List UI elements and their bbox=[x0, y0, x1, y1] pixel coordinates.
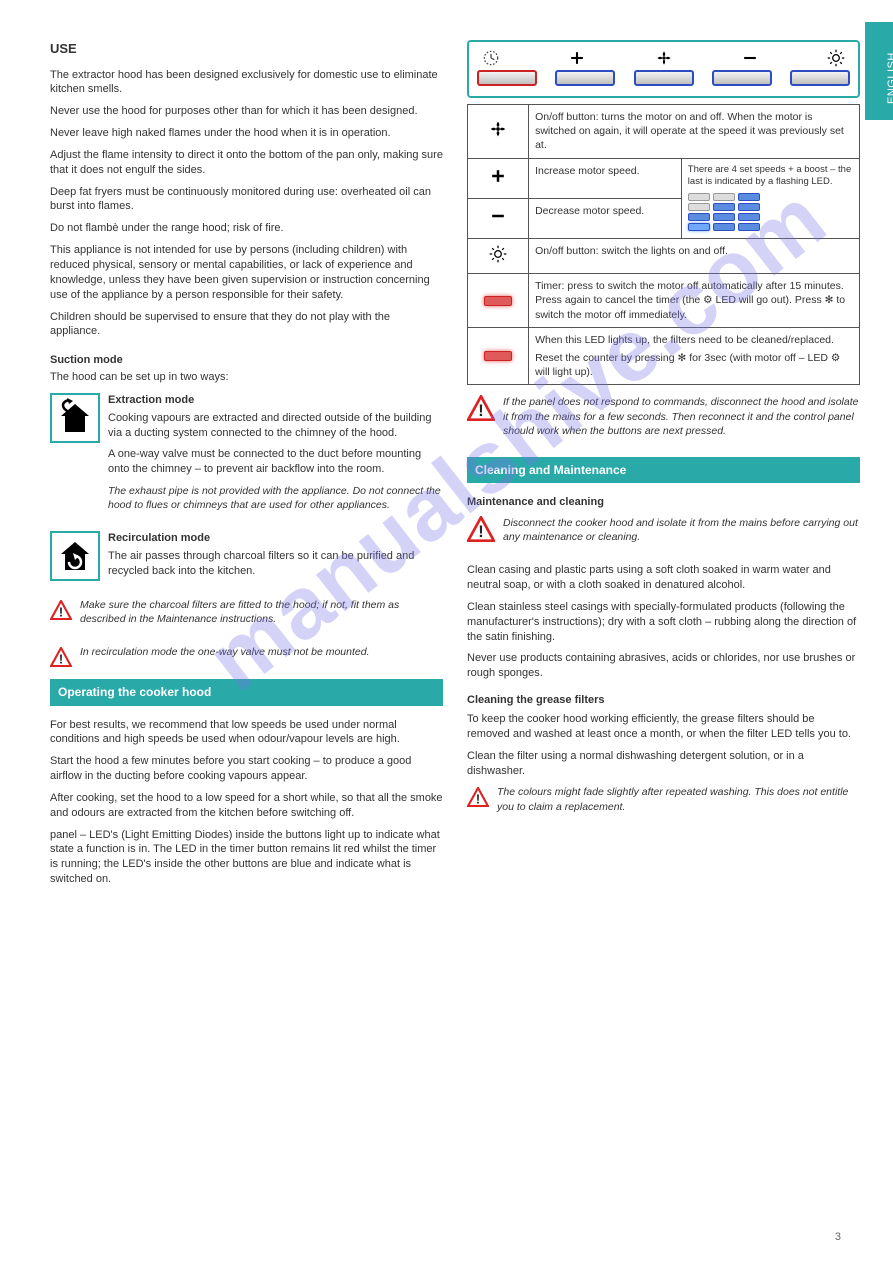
light-icon bbox=[826, 48, 846, 68]
svg-text:!: ! bbox=[478, 403, 483, 421]
svg-text:!: ! bbox=[59, 652, 63, 667]
led-note: panel – LED's (Light Emitting Diodes) in… bbox=[50, 828, 443, 887]
use-p3: Never leave high naked flames under the … bbox=[50, 126, 443, 141]
clean-p1: Clean casing and plastic parts using a s… bbox=[467, 563, 860, 593]
recirc-icon-box bbox=[50, 531, 100, 581]
row-fan-text: On/off button: turns the motor on and of… bbox=[529, 105, 860, 159]
use-p8: Children should be supervised to ensure … bbox=[50, 310, 443, 340]
warning-icon: ! bbox=[467, 516, 495, 542]
op-p3: After cooking, set the hood to a low spe… bbox=[50, 791, 443, 821]
extraction-title: Extraction mode bbox=[108, 393, 443, 408]
warning-icon: ! bbox=[50, 647, 72, 667]
plus-icon bbox=[567, 48, 587, 68]
cleaning-heading: Cleaning and Maintenance bbox=[467, 457, 860, 483]
extraction-p2: A one-way valve must be connected to the… bbox=[108, 447, 443, 477]
row-plus-a: Increase motor speed. bbox=[529, 158, 682, 198]
fan-icon bbox=[487, 118, 509, 140]
fan-icon bbox=[654, 48, 674, 68]
warn3: If the panel does not respond to command… bbox=[503, 395, 860, 438]
row-light-text: On/off button: switch the lights on and … bbox=[529, 239, 860, 274]
clean-p2: Clean stainless steel casings with speci… bbox=[467, 600, 860, 645]
extraction-warn: The exhaust pipe is not provided with th… bbox=[108, 484, 443, 512]
recirc-title: Recirculation mode bbox=[108, 531, 443, 546]
minus-icon bbox=[488, 206, 508, 226]
panel-btn-plus bbox=[555, 70, 615, 86]
clean-p3: Never use products containing abrasives,… bbox=[467, 651, 860, 681]
function-table: On/off button: turns the motor on and of… bbox=[467, 104, 860, 385]
house-out-icon bbox=[55, 398, 95, 438]
control-panel-diagram bbox=[467, 40, 860, 98]
row-timer-text: Timer: press to switch the motor off aut… bbox=[529, 274, 860, 328]
operating-heading: Operating the cooker hood bbox=[50, 679, 443, 705]
timer-icon bbox=[481, 48, 501, 68]
row-filter-a: When this LED lights up, the filters nee… bbox=[535, 333, 853, 347]
panel-btn-minus bbox=[712, 70, 772, 86]
suction-mode-sub: The hood can be set up in two ways: bbox=[50, 370, 443, 385]
panel-btn-timer bbox=[477, 70, 537, 86]
use-p7: This appliance is not intended for use b… bbox=[50, 243, 443, 302]
suction-mode-heading: Suction mode bbox=[50, 353, 443, 368]
grease-p2: Clean the filter using a normal dishwash… bbox=[467, 749, 860, 779]
warn1: Make sure the charcoal filters are fitte… bbox=[80, 598, 443, 626]
cleaning-sub: Maintenance and cleaning bbox=[467, 495, 860, 510]
row-minus: Decrease motor speed. bbox=[529, 198, 682, 238]
warn5: The colours might fade slightly after re… bbox=[497, 785, 860, 813]
svg-text:!: ! bbox=[478, 523, 483, 541]
row-plus-b: There are 4 set speeds + a boost – the l… bbox=[688, 164, 853, 190]
side-tab-label: ENGLISH bbox=[885, 52, 893, 104]
svg-text:!: ! bbox=[476, 792, 480, 807]
use-heading: USE bbox=[50, 40, 443, 58]
use-p5: Deep fat fryers must be continuously mon… bbox=[50, 185, 443, 215]
op-p2: Start the hood a few minutes before you … bbox=[50, 754, 443, 784]
row-filter-b: Reset the counter by pressing ✻ for 3sec… bbox=[535, 351, 853, 379]
op-p1: For best results, we recommend that low … bbox=[50, 718, 443, 748]
warning-icon: ! bbox=[50, 600, 72, 620]
grease-heading: Cleaning the grease filters bbox=[467, 693, 860, 708]
panel-btn-fan bbox=[634, 70, 694, 86]
use-p1: The extractor hood has been designed exc… bbox=[50, 68, 443, 98]
grease-p1: To keep the cooker hood working efficien… bbox=[467, 712, 860, 742]
left-column: USE The extractor hood has been designed… bbox=[50, 40, 443, 894]
light-icon bbox=[488, 244, 508, 264]
warning-icon: ! bbox=[467, 787, 489, 807]
plus-icon bbox=[488, 166, 508, 186]
warn2: In recirculation mode the one-way valve … bbox=[80, 645, 443, 659]
warning-icon: ! bbox=[467, 395, 495, 421]
use-p2: Never use the hood for purposes other th… bbox=[50, 104, 443, 119]
svg-text:!: ! bbox=[59, 604, 63, 619]
use-p4: Adjust the flame intensity to direct it … bbox=[50, 148, 443, 178]
side-tab: ENGLISH bbox=[865, 22, 893, 120]
right-column: On/off button: turns the motor on and of… bbox=[467, 40, 860, 894]
use-p6: Do not flambè under the range hood; risk… bbox=[50, 221, 443, 236]
filter-led-icon bbox=[484, 351, 512, 361]
house-recirc-icon bbox=[55, 536, 95, 576]
minus-icon bbox=[740, 48, 760, 68]
extraction-icon-box bbox=[50, 393, 100, 443]
recirc-p: The air passes through charcoal filters … bbox=[108, 549, 443, 579]
warn4: Disconnect the cooker hood and isolate i… bbox=[503, 516, 860, 544]
timer-led-icon bbox=[484, 296, 512, 306]
extraction-p1: Cooking vapours are extracted and direct… bbox=[108, 411, 443, 441]
page-number: 3 bbox=[835, 1230, 841, 1245]
panel-btn-light bbox=[790, 70, 850, 86]
